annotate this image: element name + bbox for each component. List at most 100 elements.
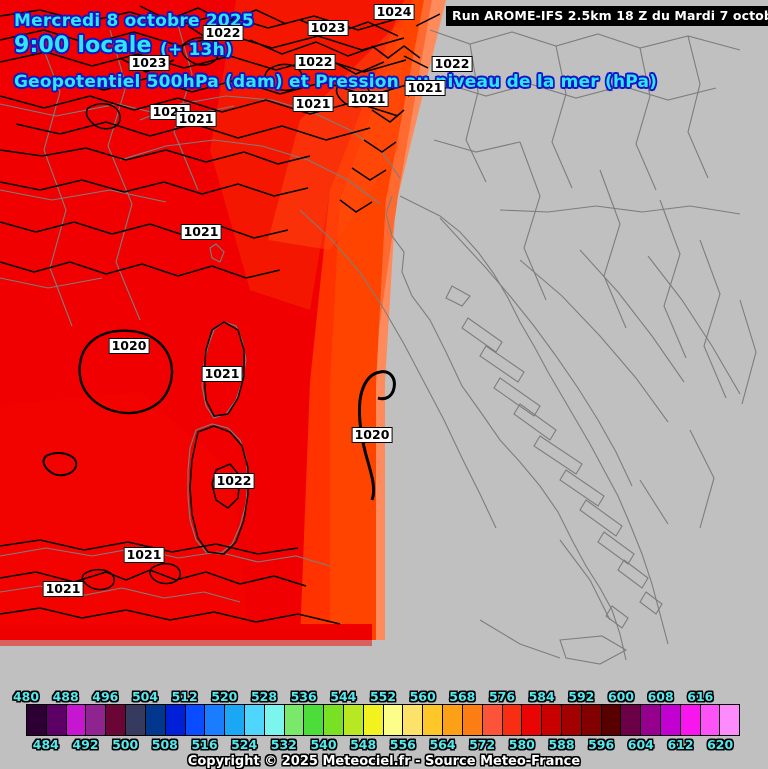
colorbar-tick-label: 576	[488, 689, 516, 704]
colorbar-swatch	[720, 705, 740, 735]
colorbar-tick-label: 552	[369, 689, 397, 704]
colorbar-swatch	[383, 705, 404, 735]
colorbar-tick-label: 516	[191, 737, 218, 752]
colorbar-swatch	[403, 705, 424, 735]
colorbar-tick-label: 520	[211, 689, 238, 704]
colorbar-legend: 480 488 496 504 512 520 528 536 544 552 560 568 576 5…	[0, 689, 768, 769]
colorbar-tick-label: 532	[270, 737, 297, 752]
colorbar-tick-label: 536	[290, 689, 317, 704]
colorbar-tick-label: 608	[647, 689, 674, 704]
weather-map[interactable]: Mercredi 8 octobre 2025 9:00 locale (+ 1…	[0, 0, 768, 690]
colorbar-swatch	[601, 705, 622, 735]
colorbar-tick-label: 564	[429, 737, 456, 752]
colorbar-swatch	[344, 705, 364, 735]
colorbar-tick-label: 480	[12, 689, 40, 704]
isobar-label: 1021	[123, 547, 165, 563]
isobar-label: 1020	[108, 338, 150, 354]
colorbar-swatch	[264, 705, 285, 735]
colorbar-swatch	[205, 705, 226, 735]
colorbar-tick-label: 584	[528, 689, 555, 704]
colorbar-tick-label: 524	[231, 737, 258, 752]
colorbar-tick-label: 572	[469, 737, 496, 752]
colorbar-swatch	[284, 705, 305, 735]
colorbar-swatch	[126, 705, 146, 735]
isobar-label: 1024	[373, 4, 415, 20]
isobar-label: 1021	[42, 581, 84, 597]
isobar-label: 1022	[213, 473, 255, 489]
colorbar-swatch	[462, 705, 483, 735]
map-borders	[0, 17, 757, 665]
colorbar-tick-label: 592	[568, 689, 595, 704]
colorbar-swatch	[165, 705, 186, 735]
model-run-banner: Run AROME-IFS 2.5km 18 Z du Mardi 7 octo…	[446, 6, 768, 26]
colorbar-tick-label: 616	[687, 689, 714, 704]
colorbar-swatch	[581, 705, 602, 735]
colorbar-tick-label: 484	[32, 737, 59, 752]
colorbar-swatch	[27, 705, 47, 735]
colorbar-swatch	[502, 705, 523, 735]
colorbar-swatch	[561, 705, 582, 735]
colorbar-swatch	[680, 705, 701, 735]
colorbar-swatch	[86, 705, 107, 735]
isobar-label: 1020	[351, 427, 393, 443]
colorbar-swatch	[66, 705, 87, 735]
colorbar[interactable]	[26, 704, 740, 736]
forecast-parameter-title: Geopotentiel 500hPa (dam) et Pression au…	[14, 72, 658, 92]
colorbar-swatch	[542, 705, 562, 735]
colorbar-tick-label: 568	[449, 689, 476, 704]
isobar-label: 1021	[404, 80, 446, 96]
colorbar-tick-label: 528	[250, 689, 278, 704]
copyright-notice: Copyright © 2025 Meteociel.fr - Source M…	[187, 754, 581, 769]
colorbar-tick-label: 580	[508, 737, 535, 752]
colorbar-swatch	[443, 705, 463, 735]
isobar-label: 1021	[201, 366, 243, 382]
colorbar-tick-label: 612	[667, 737, 694, 752]
colorbar-swatch	[145, 705, 166, 735]
colorbar-tick-label: 548	[350, 737, 377, 752]
colorbar-tick-label: 496	[92, 689, 119, 704]
isobar-label: 1021	[292, 96, 334, 112]
colorbar-swatch	[661, 705, 681, 735]
colorbar-tick-label: 512	[171, 689, 198, 704]
colorbar-swatch	[641, 705, 661, 735]
map-canvas[interactable]	[0, 0, 768, 690]
isobar-label: 1023	[307, 20, 349, 36]
isobar-label: 1021	[347, 91, 389, 107]
colorbar-tick-label: 604	[627, 737, 654, 752]
colorbar-tick-label: 596	[588, 737, 615, 752]
colorbar-tick-label: 540	[310, 737, 337, 752]
isobar-label: 1021	[175, 111, 217, 127]
colorbar-swatch	[700, 705, 721, 735]
colorbar-swatch	[46, 705, 67, 735]
colorbar-tick-label: 492	[72, 737, 99, 752]
colorbar-swatch	[304, 705, 325, 735]
forecast-date: Mercredi 8 octobre 2025	[14, 11, 254, 31]
colorbar-swatch	[621, 705, 642, 735]
colorbar-swatch	[225, 705, 245, 735]
colorbar-swatch	[522, 705, 543, 735]
isobar-label: 1022	[202, 25, 244, 41]
isobar-label: 1022	[294, 54, 336, 70]
colorbar-tick-label: 560	[409, 689, 436, 704]
colorbar-tick-label: 488	[52, 689, 79, 704]
colorbar-swatch	[185, 705, 206, 735]
colorbar-swatch	[106, 705, 127, 735]
colorbar-tick-label: 508	[151, 737, 178, 752]
colorbar-tick-label: 500	[112, 737, 139, 752]
colorbar-swatch	[423, 705, 444, 735]
colorbar-swatch	[324, 705, 344, 735]
colorbar-tick-label: 620	[707, 737, 734, 752]
forecast-time: 9:00 locale	[14, 33, 152, 58]
colorbar-swatch	[482, 705, 503, 735]
forecast-lead-time: (+ 13h)	[160, 40, 233, 60]
colorbar-tick-label: 600	[607, 689, 635, 704]
colorbar-tick-label: 544	[330, 689, 357, 704]
colorbar-swatch	[363, 705, 384, 735]
colorbar-swatch	[244, 705, 265, 735]
isobar-label: 1021	[180, 224, 222, 240]
colorbar-tick-label: 504	[131, 689, 159, 704]
colorbar-tick-label: 588	[548, 737, 575, 752]
isobar-label: 1022	[431, 56, 473, 72]
isobar-label: 1023	[128, 55, 170, 71]
